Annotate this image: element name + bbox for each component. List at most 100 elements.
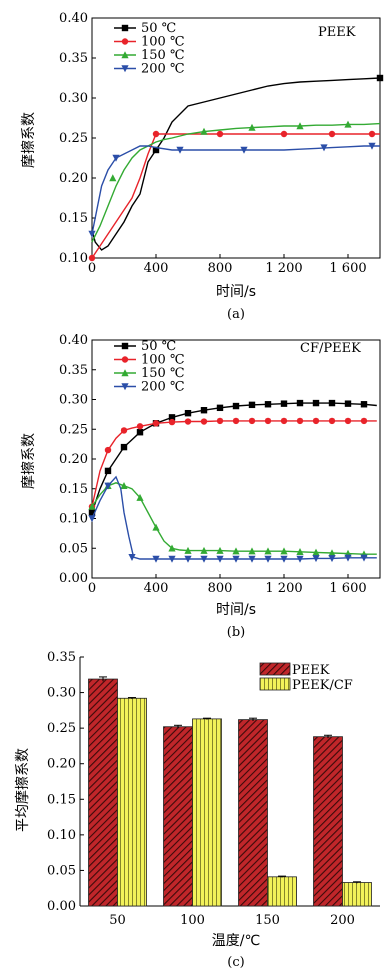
chart-a-xtick-label: 1 200 — [265, 261, 302, 276]
chart-b-xlabel: 时间/s — [216, 602, 256, 618]
chart-b-xtick-label: 1 200 — [265, 581, 302, 596]
chart-b-data-point — [280, 417, 288, 425]
chart-c-bar-peek — [163, 726, 193, 907]
chart-b-data-point — [216, 546, 224, 554]
chart-a-ytick-label: 0.10 — [59, 251, 88, 266]
chart-a-panel-label: (a) — [227, 307, 245, 322]
chart-b-ytick-label: 0.25 — [59, 422, 88, 437]
chart-b-data-point — [200, 555, 208, 563]
chart-b-annotation: CF/PEEK — [300, 341, 361, 356]
chart-c-ytick-label: 0.05 — [47, 863, 76, 878]
chart-a-data-point — [176, 146, 184, 154]
chart-b-data-point — [296, 417, 304, 425]
chart-c-xtick-label: 50 — [109, 913, 126, 928]
chart-b-data-point — [184, 418, 192, 425]
chart-c-ytick-label: 0.35 — [47, 650, 76, 665]
chart-a-data-point — [376, 74, 384, 82]
chart-a-legend-marker — [121, 51, 129, 59]
chart-b-ytick-label: 0.20 — [59, 452, 88, 467]
chart-b-xtick-label: 0 — [88, 581, 96, 596]
chart-b-data-point — [104, 467, 112, 475]
chart-b-series-line-2 — [91, 482, 377, 555]
chart-c-bar-peek — [313, 736, 343, 907]
chart-b-data-point — [344, 400, 352, 407]
chart-a-data-point — [240, 146, 248, 154]
chart-c-ytick-label: 0.10 — [47, 828, 76, 843]
chart-b-data-point — [312, 555, 320, 563]
chart-b-data-point — [200, 407, 208, 414]
chart-b-legend-label: 50 ℃ — [141, 339, 176, 354]
chart-a: 0.10 0.15 0.20 0.25 0.30 0.35 0.40 0 400 800 1 200… — [59, 11, 384, 276]
chart-b-data-point — [216, 404, 224, 412]
chart-a-legend-label: 50 ℃ — [141, 21, 176, 36]
chart-b-data-point — [104, 446, 112, 454]
chart-b-data-point — [312, 417, 320, 425]
chart-b-xtick-label: 400 — [144, 581, 169, 596]
chart-a-ytick-label: 0.25 — [59, 131, 88, 146]
chart-b-data-point — [152, 523, 160, 531]
chart-c-ytick-label: 0.00 — [47, 899, 76, 914]
chart-b-legend-label: 150 ℃ — [141, 366, 185, 381]
chart-c-ytick-label: 0.20 — [47, 757, 76, 772]
chart-b-data-point — [296, 555, 304, 563]
chart-a-plot-frame — [91, 17, 381, 259]
chart-a-ytick-label: 0.35 — [59, 51, 88, 66]
chart-b-data-point — [264, 401, 272, 408]
chart-c-legend-swatch — [259, 662, 291, 676]
chart-b-xtick-label: 800 — [208, 581, 233, 596]
chart-c-bar-peek-cf — [192, 718, 222, 907]
chart-b-data-point — [216, 555, 224, 563]
chart-b-data-point — [168, 555, 176, 563]
chart-b-data-point — [184, 409, 192, 417]
chart-a-legend-label: 100 ℃ — [141, 35, 185, 50]
chart-a-data-point — [200, 127, 208, 135]
chart-b-data-point — [248, 547, 256, 555]
chart-a-legend-marker — [121, 24, 129, 32]
chart-a-legend-marker — [121, 38, 129, 45]
chart-a-data-point — [88, 230, 96, 238]
chart-a-annotation: PEEK — [318, 25, 356, 40]
chart-a-data-point — [368, 142, 376, 150]
chart-b-data-point — [152, 555, 160, 563]
chart-a-ylabel: 摩擦系数 — [20, 112, 37, 168]
chart-a-data-point — [152, 146, 160, 154]
chart-a-legend-marker — [121, 65, 129, 73]
chart-b-data-point — [296, 399, 304, 407]
chart-a-ytick-label: 0.15 — [59, 211, 88, 226]
chart-c-bar-peek-cf — [267, 876, 297, 907]
chart-a-xtick-label: 1 600 — [329, 261, 366, 276]
chart-b-data-point — [280, 400, 288, 407]
chart-b-data-point — [136, 493, 144, 501]
chart-b-data-point — [344, 417, 352, 425]
chart-b-data-point — [104, 482, 112, 490]
chart-b-legend-marker — [121, 356, 129, 363]
chart-b: 0.00 0.05 0.10 0.15 0.20 0.25 0.30 0.35 0.40 0 400… — [59, 333, 381, 596]
chart-b-data-point — [152, 420, 160, 427]
chart-b-legend-marker — [121, 369, 129, 377]
chart-a-ytick-label: 0.20 — [59, 171, 88, 186]
chart-c-xlabel: 温度/℃ — [212, 933, 260, 949]
chart-b-data-point — [168, 418, 176, 426]
chart-c-xtick-label: 150 — [255, 913, 280, 928]
chart-b-data-point — [328, 555, 336, 563]
chart-b-data-point — [264, 555, 272, 563]
chart-a-data-point — [320, 144, 328, 152]
chart-a-series-line-3 — [91, 145, 380, 235]
chart-a-series-line-2 — [91, 122, 381, 243]
chart-b-data-point — [216, 417, 224, 425]
chart-a-ytick-label: 0.30 — [59, 91, 88, 106]
chart-b-data-point — [168, 414, 176, 421]
chart-b-data-point — [328, 549, 336, 557]
chart-b-data-point — [120, 443, 128, 451]
chart-a-xlabel: 时间/s — [216, 284, 256, 300]
chart-b-data-point — [88, 515, 96, 523]
chart-b-series-line-1 — [91, 420, 377, 507]
chart-a-legend-label: 150 ℃ — [141, 48, 185, 63]
chart-b-data-point — [200, 546, 208, 554]
chart-b-data-point — [360, 417, 368, 425]
chart-b-ytick-label: 0.40 — [59, 333, 88, 348]
chart-a-data-point — [216, 130, 224, 138]
chart-b-data-point — [120, 427, 128, 434]
chart-b-data-point — [360, 554, 368, 562]
